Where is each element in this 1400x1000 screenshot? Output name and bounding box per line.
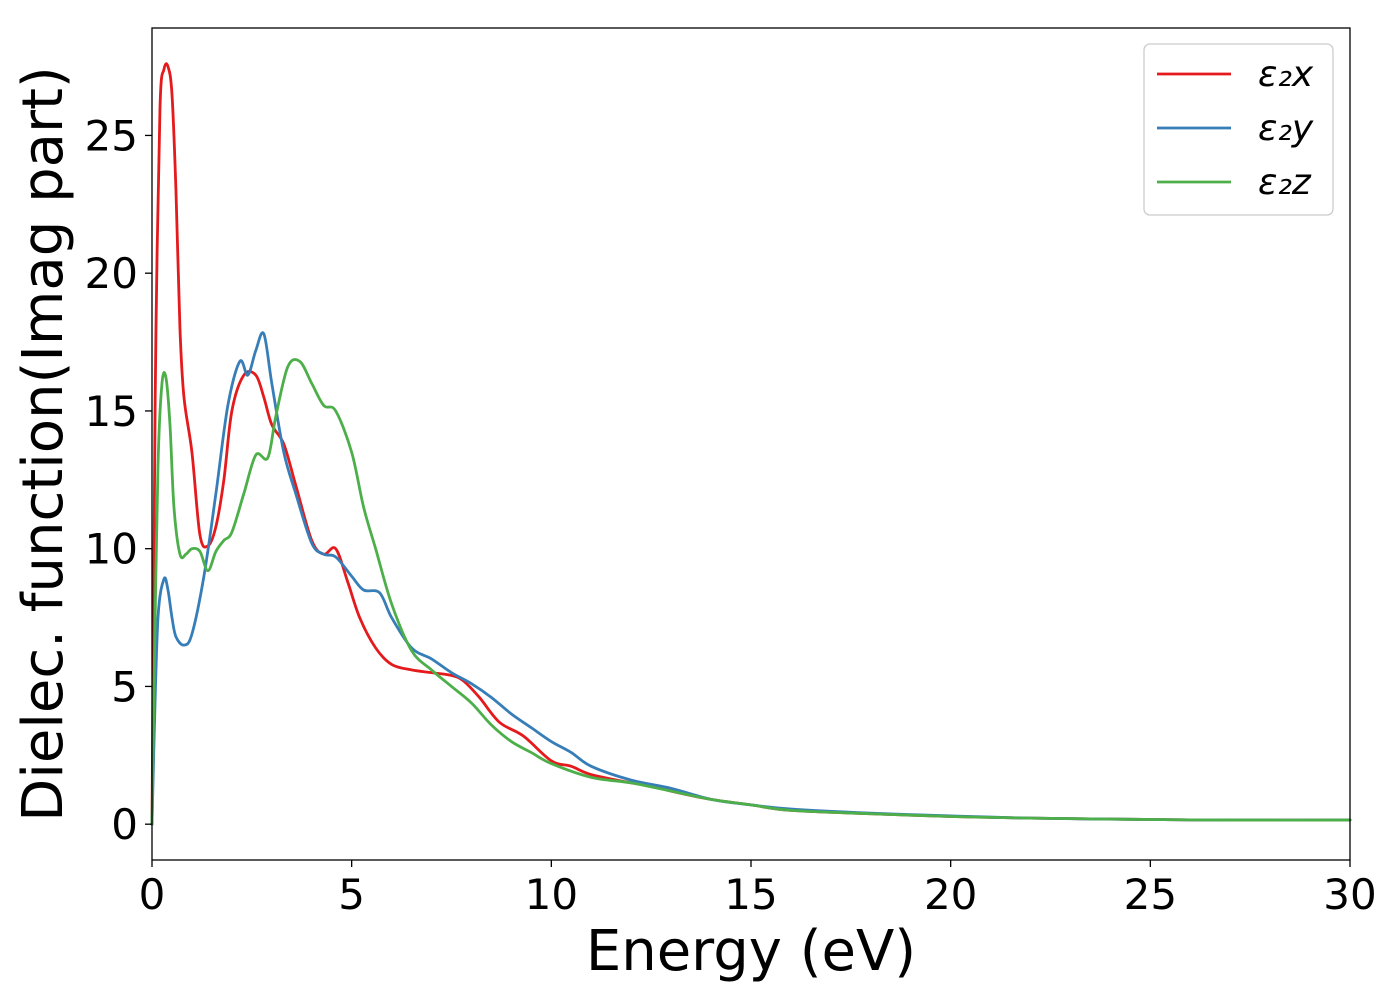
y-axis-label: Dielec. function(Imag part) [11, 66, 76, 822]
legend-label-1: ε₂x [1258, 54, 1314, 95]
y-axis-ticks: 0 5 10 15 20 25 [85, 111, 152, 849]
y-tick-label: 20 [85, 249, 138, 298]
x-tick-label: 0 [139, 870, 166, 919]
x-tick-label: 25 [1124, 870, 1177, 919]
legend: ε₂x ε₂y ε₂z [1143, 43, 1334, 216]
x-axis-label: Energy (eV) [586, 919, 916, 984]
legend-box [1143, 43, 1334, 216]
y-tick-label: 0 [111, 800, 138, 849]
legend-label-2: ε₂y [1258, 108, 1314, 149]
x-axis-ticks: 0 5 10 15 20 25 30 [139, 860, 1377, 919]
x-tick-label: 15 [724, 870, 777, 919]
y-tick-label: 5 [111, 662, 138, 711]
series-lines [150, 62, 1352, 826]
y-tick-label: 15 [85, 387, 138, 436]
legend-entries: ε₂x ε₂y ε₂z [1157, 54, 1314, 203]
y-tick-label: 10 [85, 525, 138, 574]
x-tick-label: 5 [338, 870, 365, 919]
series-line-3 [150, 358, 1352, 826]
x-tick-label: 10 [525, 870, 578, 919]
y-tick-label: 25 [85, 111, 138, 160]
legend-label-3: ε₂z [1258, 162, 1312, 203]
x-tick-label: 30 [1323, 870, 1376, 919]
x-tick-label: 20 [924, 870, 977, 919]
